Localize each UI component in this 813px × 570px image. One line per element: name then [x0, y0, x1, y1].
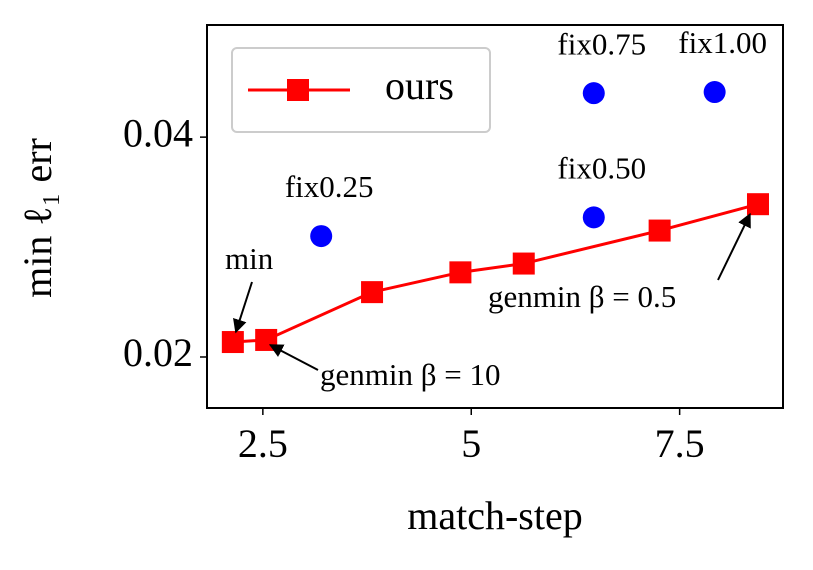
- annotation-arrow: [233, 281, 253, 334]
- annotation: genmin β = 0.5: [488, 279, 676, 314]
- point-label: fix1.00: [678, 25, 767, 60]
- scatter-point: [582, 206, 605, 229]
- series-marker: [512, 252, 535, 275]
- annotation-arrow: [268, 344, 319, 371]
- y-tick-label: 0.02: [123, 330, 193, 375]
- series-marker: [221, 331, 244, 354]
- annotation-arrow: [717, 212, 751, 281]
- x-tick-label: 5: [461, 421, 481, 466]
- series-marker: [449, 261, 472, 284]
- legend-box: [231, 47, 491, 133]
- annotation: min: [225, 241, 274, 276]
- y-tick-label: 0.04: [123, 110, 193, 155]
- point-label: fix0.75: [557, 26, 646, 61]
- scatter-point: [703, 81, 726, 104]
- x-tick-label: 7.5: [655, 421, 705, 466]
- annotation: genmin β = 10: [320, 357, 501, 392]
- series-line: [232, 202, 759, 344]
- series-marker: [648, 219, 671, 242]
- point-label: fix0.25: [285, 169, 374, 204]
- plot-frame: [206, 24, 784, 409]
- series-marker: [361, 281, 384, 304]
- scatter-point: [310, 225, 333, 248]
- series-marker: [746, 193, 769, 216]
- point-label: fix0.50: [557, 150, 646, 185]
- legend-label: ours: [385, 63, 454, 108]
- x-tick-label: 2.5: [238, 421, 288, 466]
- legend-marker: [287, 79, 309, 101]
- x-axis-label: match-step: [407, 493, 583, 538]
- scatter-point: [582, 82, 605, 105]
- y-axis-label: min ℓ₁ err: [15, 138, 60, 298]
